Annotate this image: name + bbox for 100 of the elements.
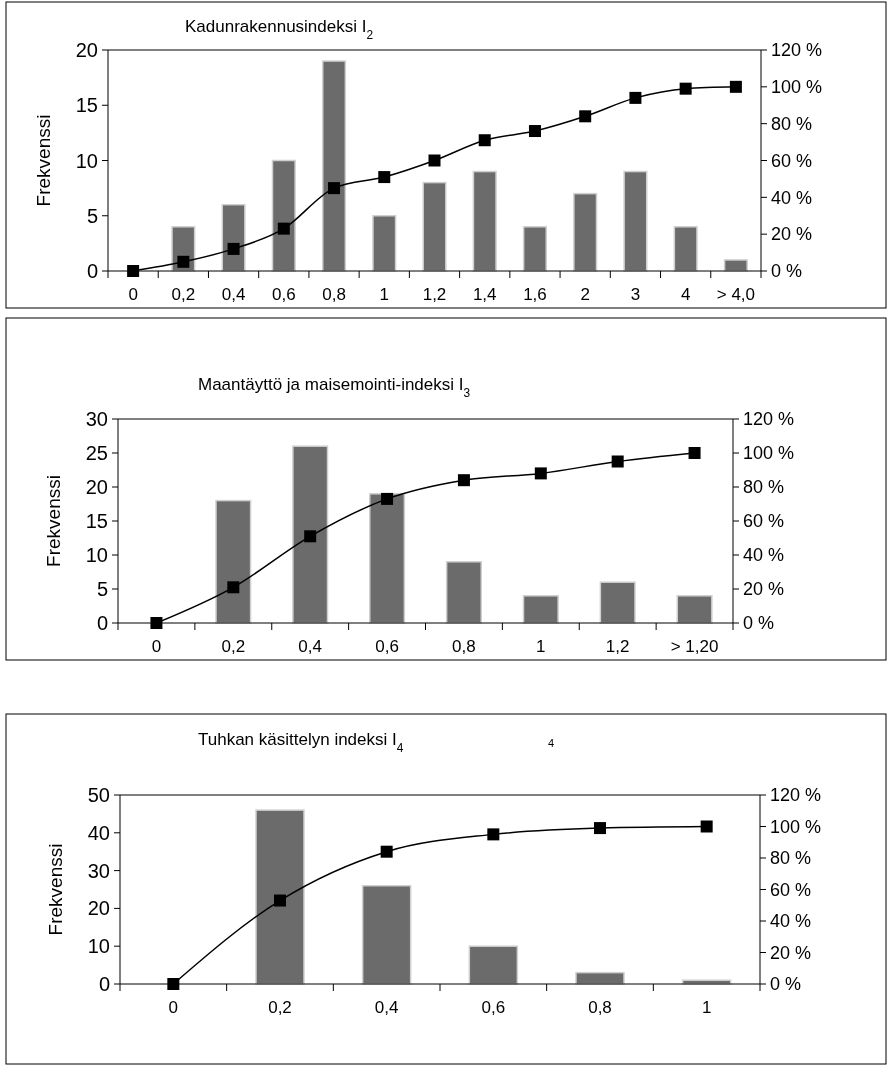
x-tick-label: 1,2 [605, 637, 630, 656]
x-tick-label: 0 [151, 637, 162, 656]
y-tick-label: 0 [86, 260, 98, 282]
bar [573, 192, 598, 272]
y-tick-label: 0 [98, 973, 110, 995]
x-tick-label: 1,4 [472, 285, 497, 304]
y2-tick-label: 80 % [743, 477, 785, 498]
bar [676, 595, 713, 624]
y2-tick-label: 20 % [743, 579, 785, 600]
x-tick-label: 0,8 [588, 998, 612, 1017]
bar [522, 595, 559, 624]
y-tick-label: 15 [85, 510, 108, 532]
bar [292, 445, 329, 624]
point [274, 894, 286, 907]
chart-title: Maantäyttö ja maisemointi-indeksi I$_{3}$ [198, 375, 471, 400]
y2-tick-label: 80 % [771, 113, 813, 134]
x-tick-label: 0,6 [375, 637, 399, 656]
y-tick-label: 5 [86, 204, 98, 227]
bar [468, 945, 519, 985]
bar [321, 60, 347, 272]
bar [522, 226, 548, 272]
y-tick-label: 15 [75, 94, 98, 117]
bar [271, 159, 296, 272]
point [227, 242, 240, 255]
y2-tick-label: 40 % [771, 187, 813, 208]
x-tick-label: 0,4 [374, 998, 399, 1017]
y-tick-label: 50 [87, 784, 110, 806]
x-tick-label: 1 [701, 998, 712, 1017]
point [579, 110, 592, 123]
bar [422, 181, 447, 272]
x-tick-label: 0,8 [452, 637, 476, 656]
bar [445, 561, 482, 624]
point [487, 828, 500, 841]
chart-title: Kadunrakennusindeksi I$_{2}$ [185, 17, 374, 42]
y2-tick-label: 0 % [743, 613, 775, 634]
x-tick-label: 0 [128, 285, 138, 304]
y2-tick-label: 100 % [771, 77, 823, 98]
y2-tick-label: 40 % [743, 545, 785, 566]
x-tick-label: 1 [536, 637, 546, 656]
y-tick-label: 20 [87, 897, 110, 920]
bar [215, 499, 252, 624]
bar [255, 809, 305, 985]
point [534, 467, 547, 480]
y-tick-label: 30 [87, 859, 110, 882]
x-tick-label: 1,2 [422, 285, 447, 304]
y2-tick-label: 60 % [770, 879, 812, 900]
chart-title: Tuhkan käsittelyn indeksi I$_{4}$ [198, 730, 404, 755]
x-tick-label: 1 [379, 285, 389, 304]
x-tick-label: 3 [630, 285, 641, 304]
x-tick-label: 2 [580, 285, 590, 304]
point [378, 171, 391, 184]
y-tick-label: 30 [85, 408, 108, 430]
x-tick-label: 4 [680, 285, 691, 304]
x-tick-label: 0,4 [221, 285, 246, 304]
bar [623, 170, 648, 272]
y-tick-label: 25 [85, 442, 108, 464]
y2-tick-label: 60 % [743, 511, 785, 532]
point [679, 82, 692, 95]
y2-tick-label: 0 % [770, 974, 802, 995]
point [457, 474, 470, 487]
y2-tick-label: 40 % [770, 911, 812, 932]
y-tick-label: 20 [75, 39, 98, 61]
x-tick-label: 0,6 [481, 998, 506, 1017]
bar [673, 226, 698, 272]
y-axis-title: Frekvenssi [43, 475, 64, 567]
y-tick-label: 10 [75, 149, 98, 172]
bar [369, 493, 406, 624]
bar [372, 215, 397, 272]
point [478, 134, 491, 147]
point [277, 222, 290, 235]
point [328, 182, 341, 195]
x-tick-label: 0,2 [268, 998, 292, 1017]
point [528, 125, 541, 138]
y2-tick-label: 100 % [770, 816, 822, 837]
y2-tick-label: 20 % [770, 942, 812, 963]
y-axis-title: Frekvenssi [33, 114, 54, 207]
x-tick-label: > 1,20 [670, 637, 719, 656]
x-tick-label: > 4,0 [716, 285, 756, 304]
point [688, 447, 701, 459]
y2-tick-label: 20 % [771, 224, 813, 245]
y2-tick-label: 60 % [771, 150, 813, 171]
point [700, 820, 713, 833]
y2-tick-label: 120 % [771, 40, 823, 61]
x-tick-label: 1,6 [523, 285, 547, 304]
x-tick-label: 0,8 [322, 285, 346, 304]
y-tick-label: 40 [87, 821, 110, 844]
x-tick-label: 0 [168, 998, 179, 1017]
y2-tick-label: 100 % [743, 443, 795, 464]
x-tick-label: 0,2 [171, 285, 196, 304]
point [177, 255, 190, 268]
bar [472, 170, 497, 272]
y-tick-label: 0 [96, 612, 108, 634]
y-tick-label: 5 [96, 578, 108, 600]
x-tick-label: 0,2 [221, 637, 246, 656]
bar [361, 884, 412, 985]
y2-tick-label: 120 % [770, 785, 822, 806]
point [304, 530, 317, 543]
point [428, 154, 441, 167]
y-axis-title: Frekvenssi [45, 843, 66, 936]
point [629, 91, 642, 104]
